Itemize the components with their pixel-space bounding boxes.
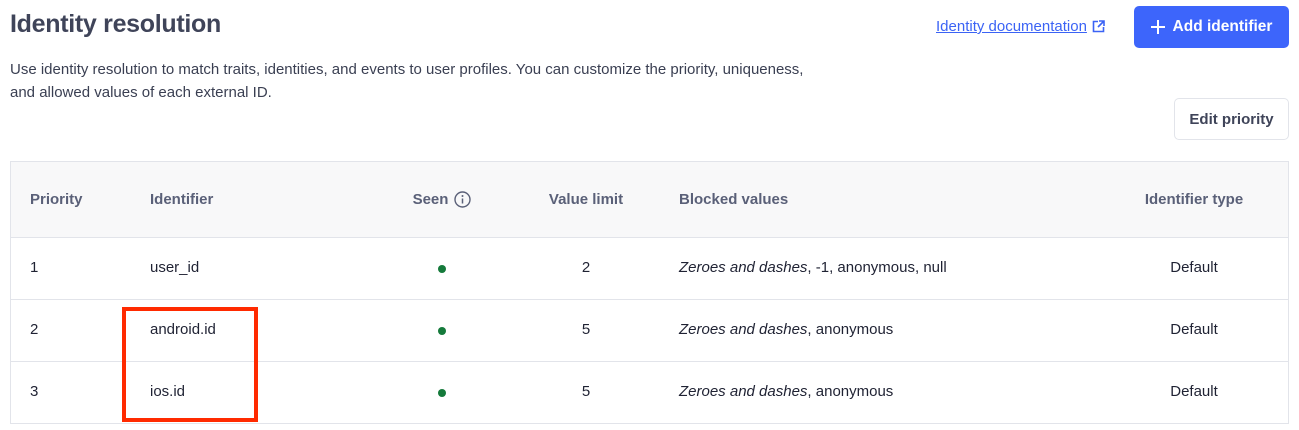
priority-cell: 2: [30, 321, 39, 338]
add-identifier-button[interactable]: Add identifier: [1134, 6, 1289, 48]
column-identifier-type: Identifier type: [1144, 191, 1244, 208]
seen-dot-icon: [438, 265, 446, 273]
value-limit-cell: 2: [581, 259, 591, 276]
priority-cell: 3: [30, 383, 39, 400]
blocked-list: , anonymous: [807, 383, 894, 400]
seen-cell: [391, 300, 493, 361]
edit-priority-button[interactable]: Edit priority: [1174, 98, 1289, 140]
identity-documentation-link[interactable]: Identity documentation: [936, 18, 1105, 35]
blocked-values-cell: Zeroes and dashes, -1, anonymous, null: [679, 238, 947, 299]
value-limit-cell: 5: [581, 321, 591, 338]
column-seen-label: Seen: [412, 191, 449, 208]
column-value-limit: Value limit: [548, 191, 624, 208]
plus-icon: [1150, 20, 1165, 34]
blocked-values-cell: Zeroes and dashes, anonymous: [679, 300, 893, 361]
add-identifier-label: Add identifier: [1172, 18, 1273, 35]
value-limit-cell: 5: [581, 383, 591, 400]
highlight-box: [122, 307, 258, 422]
page-title: Identity resolution: [10, 10, 221, 38]
info-icon[interactable]: [454, 191, 472, 208]
priority-cell: 1: [30, 259, 39, 276]
table-row[interactable]: 2 android.id 5 Zeroes and dashes, anonym…: [11, 300, 1288, 362]
page-description: Use identity resolution to match traits,…: [10, 61, 804, 101]
identifier-cell: user_id: [150, 259, 200, 276]
identifiers-table: Priority Identifier Seen Value limit Blo…: [10, 161, 1289, 424]
seen-cell: [391, 362, 493, 423]
identifier-type-cell: Default: [1170, 259, 1218, 276]
identifier-cell: ios.id: [150, 383, 186, 400]
blocked-list: , anonymous: [807, 321, 894, 338]
blocked-values-cell: Zeroes and dashes, anonymous: [679, 362, 893, 423]
seen-cell: [391, 238, 493, 299]
identifier-type-cell: Default: [1170, 383, 1218, 400]
blocked-preset: Zeroes and dashes: [679, 321, 808, 338]
seen-dot-icon: [438, 389, 446, 397]
column-priority: Priority: [30, 191, 83, 208]
external-link-icon: [1092, 20, 1105, 33]
blocked-preset: Zeroes and dashes: [679, 383, 808, 400]
doc-link-label: Identity documentation: [936, 18, 1087, 35]
column-blocked-values: Blocked values: [679, 191, 789, 208]
blocked-list: , -1, anonymous, null: [807, 259, 947, 276]
column-identifier: Identifier: [150, 191, 214, 208]
table-row[interactable]: 1 user_id 2 Zeroes and dashes, -1, anony…: [11, 238, 1288, 300]
column-seen: Seen: [391, 162, 493, 237]
identifier-cell: android.id: [150, 321, 216, 338]
seen-dot-icon: [438, 327, 446, 335]
table-row[interactable]: 3 ios.id 5 Zeroes and dashes, anonymous …: [11, 362, 1288, 424]
table-header: Priority Identifier Seen Value limit Blo…: [11, 162, 1288, 238]
blocked-preset: Zeroes and dashes: [679, 259, 808, 276]
identifier-type-cell: Default: [1170, 321, 1218, 338]
